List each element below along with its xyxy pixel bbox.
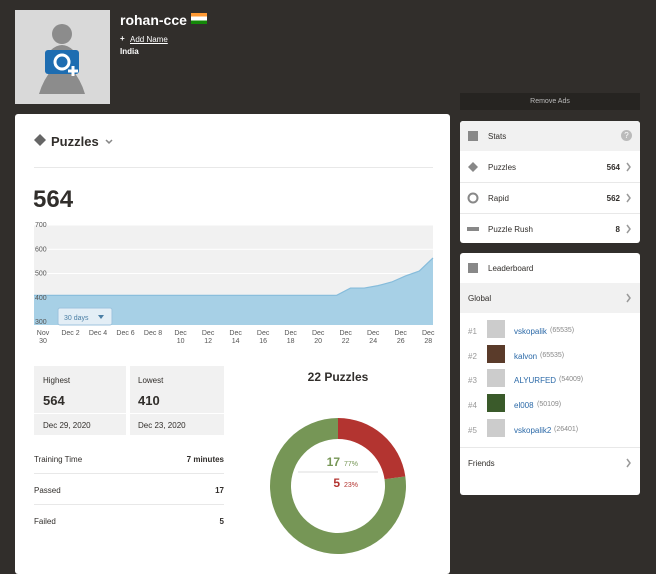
divider — [34, 167, 433, 168]
player-name[interactable]: vskopalik2 — [514, 425, 552, 435]
stat-value: 562 — [606, 194, 620, 203]
rank: #1 — [468, 327, 477, 336]
player-name[interactable]: ALYURFED — [514, 376, 557, 386]
player-name[interactable]: el008 — [514, 401, 534, 411]
global-row[interactable] — [460, 283, 640, 313]
lowest-date: Dec 23, 2020 — [138, 421, 186, 430]
stat-label[interactable]: Rapid — [488, 194, 509, 203]
player-name[interactable]: kalvon — [514, 351, 538, 361]
stats-header — [460, 121, 640, 151]
row-label: Failed — [34, 517, 56, 526]
country: India — [120, 47, 139, 56]
lowest-value: 410 — [138, 393, 160, 408]
global-label[interactable]: Global — [468, 294, 492, 303]
player-score: (65535) — [550, 327, 575, 334]
player-score: (54009) — [559, 376, 584, 384]
puzzles-panel — [15, 114, 450, 574]
add-name[interactable]: Add Name — [130, 35, 168, 44]
row-divider — [460, 447, 640, 448]
lowest-box — [130, 366, 224, 435]
stat-value: 564 — [606, 163, 620, 172]
username: rohan-cce — [120, 12, 187, 28]
rank: #3 — [468, 376, 477, 386]
row-value: 17 — [215, 486, 224, 495]
stat-value: 8 — [615, 225, 620, 234]
avatar — [487, 320, 505, 338]
leaderboard-title: Leaderboard — [488, 264, 534, 273]
rating: 564 — [33, 186, 74, 213]
highest-label: Highest — [43, 376, 71, 385]
remove-ads[interactable]: Remove Ads — [460, 93, 640, 110]
avatar — [487, 418, 505, 437]
row-divider — [34, 504, 224, 505]
lowest-label: Lowest — [138, 376, 164, 385]
rank: #4 — [468, 401, 477, 411]
row-label: Training Time — [34, 455, 83, 464]
puzzles-caret[interactable]: ⌄ — [105, 135, 114, 146]
avatar-icon — [39, 24, 85, 94]
highest-box — [34, 366, 126, 435]
rank: #5 — [468, 425, 477, 435]
avatar — [487, 394, 505, 413]
row-value: 5 — [219, 517, 224, 526]
box-divider — [34, 413, 224, 414]
player-score: (50109) — [537, 401, 562, 409]
flag — [191, 13, 207, 24]
row-divider — [460, 213, 640, 214]
row-divider — [460, 182, 640, 183]
highest-date: Dec 29, 2020 — [43, 421, 91, 430]
avatar — [487, 344, 505, 363]
player-score: (65535) — [540, 351, 565, 359]
add-name-plus: + — [120, 34, 125, 43]
row-value: 7 minutes — [186, 455, 224, 464]
stat-label[interactable]: Puzzles — [488, 163, 517, 172]
stats-title: Stats — [488, 132, 507, 141]
help-icon[interactable]: ? — [621, 130, 632, 141]
avatar — [487, 369, 505, 388]
friends-label[interactable]: Friends — [468, 459, 495, 468]
player-score: (26401) — [554, 425, 579, 433]
rank: #2 — [468, 351, 477, 361]
row-divider — [34, 473, 224, 474]
avatar — [15, 10, 110, 104]
player-name[interactable]: vskopalik — [514, 327, 547, 336]
highest-value: 564 — [43, 393, 65, 408]
puzzles-title[interactable]: Puzzles — [51, 134, 99, 149]
row-label: Passed — [34, 486, 61, 495]
stat-label[interactable]: Puzzle Rush — [488, 225, 533, 234]
